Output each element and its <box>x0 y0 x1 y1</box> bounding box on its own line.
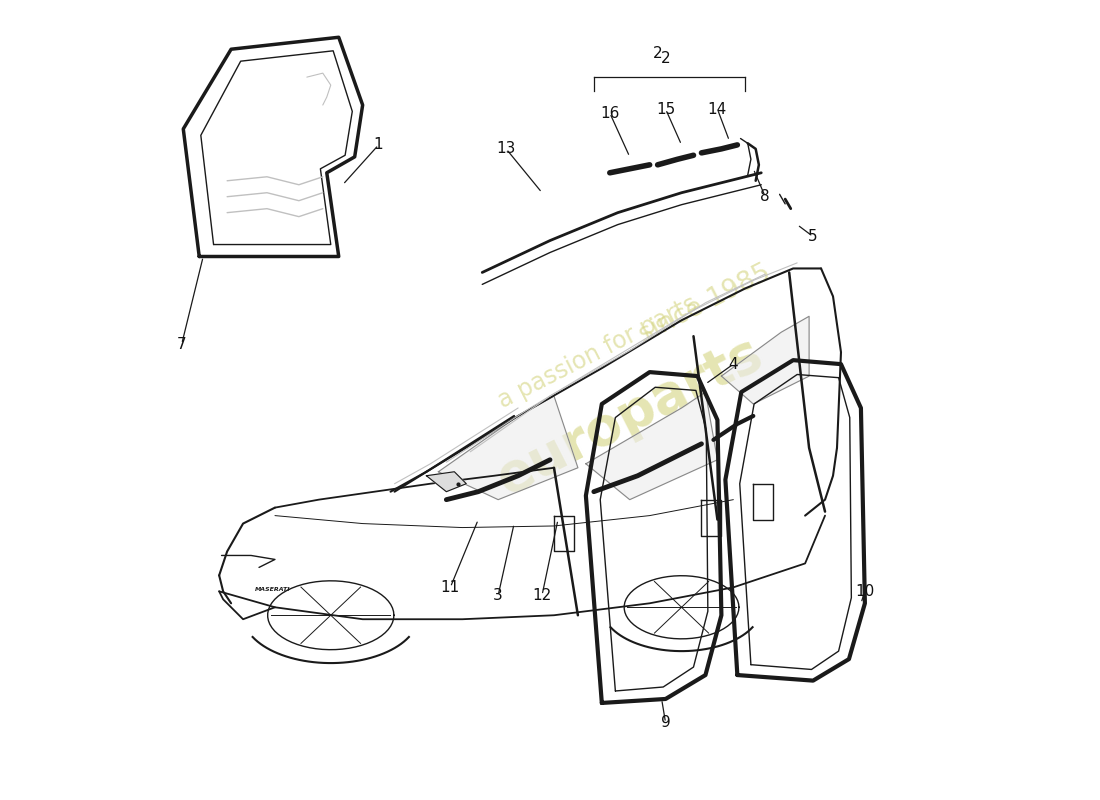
Text: 13: 13 <box>496 142 516 156</box>
Polygon shape <box>427 472 466 492</box>
Text: 5: 5 <box>808 229 818 244</box>
Text: since 1985: since 1985 <box>636 260 776 349</box>
Text: 16: 16 <box>601 106 619 121</box>
Polygon shape <box>439 396 578 500</box>
Text: MASERATI: MASERATI <box>255 587 290 592</box>
Text: 12: 12 <box>532 588 552 603</box>
Text: 3: 3 <box>493 588 503 603</box>
Text: europarts: europarts <box>488 326 771 505</box>
Text: 1: 1 <box>374 138 384 152</box>
Text: 4: 4 <box>728 357 738 372</box>
Text: 8: 8 <box>760 190 770 204</box>
Text: 15: 15 <box>656 102 675 117</box>
Text: a passion for parts: a passion for parts <box>494 291 702 413</box>
Text: 2: 2 <box>661 51 670 66</box>
Text: 9: 9 <box>661 715 671 730</box>
Text: 7: 7 <box>177 337 187 352</box>
Text: 2: 2 <box>652 46 662 61</box>
Polygon shape <box>722 316 810 404</box>
Text: 11: 11 <box>441 580 460 595</box>
Text: 10: 10 <box>856 584 875 599</box>
Polygon shape <box>586 392 717 500</box>
Text: 14: 14 <box>707 102 727 117</box>
